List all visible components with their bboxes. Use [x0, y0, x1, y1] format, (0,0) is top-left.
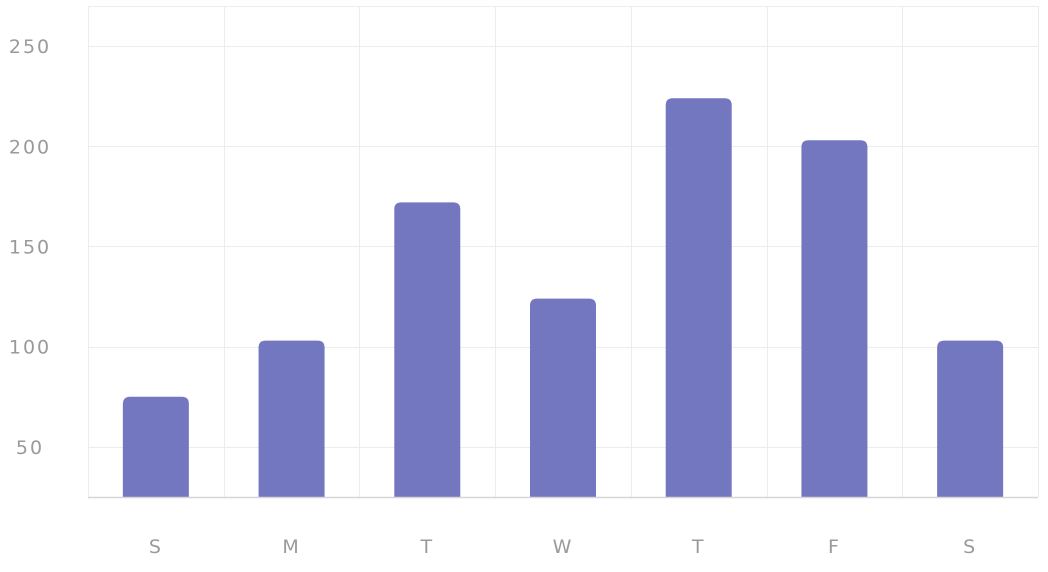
- bar-series: [122, 98, 1004, 498]
- bar-0-S: [122, 396, 189, 497]
- x-tick-label-1: M: [282, 536, 300, 558]
- x-tick-label-3: W: [553, 536, 574, 558]
- bar-6-S: [937, 340, 1004, 497]
- grid-lines: [88, 6, 1039, 497]
- x-tick-label-4: T: [691, 536, 706, 558]
- bar-1-M: [258, 340, 325, 497]
- x-tick-label-6: S: [963, 536, 977, 558]
- y-tick-label-200: 200: [9, 136, 51, 158]
- x-tick-label-0: S: [149, 536, 163, 558]
- y-tick-label-250: 250: [9, 36, 51, 58]
- bar-5-F: [801, 140, 868, 497]
- y-axis-tick-labels: 50 100 150 200 250: [9, 36, 51, 459]
- x-tick-label-2: T: [419, 536, 434, 558]
- y-tick-label-150: 150: [9, 236, 51, 258]
- bar-2-T: [394, 202, 461, 497]
- bar-4-T: [665, 98, 732, 498]
- bar-3-W: [530, 298, 596, 497]
- x-tick-label-5: F: [828, 536, 841, 558]
- y-tick-label-50: 50: [16, 437, 44, 459]
- y-tick-label-100: 100: [9, 337, 51, 359]
